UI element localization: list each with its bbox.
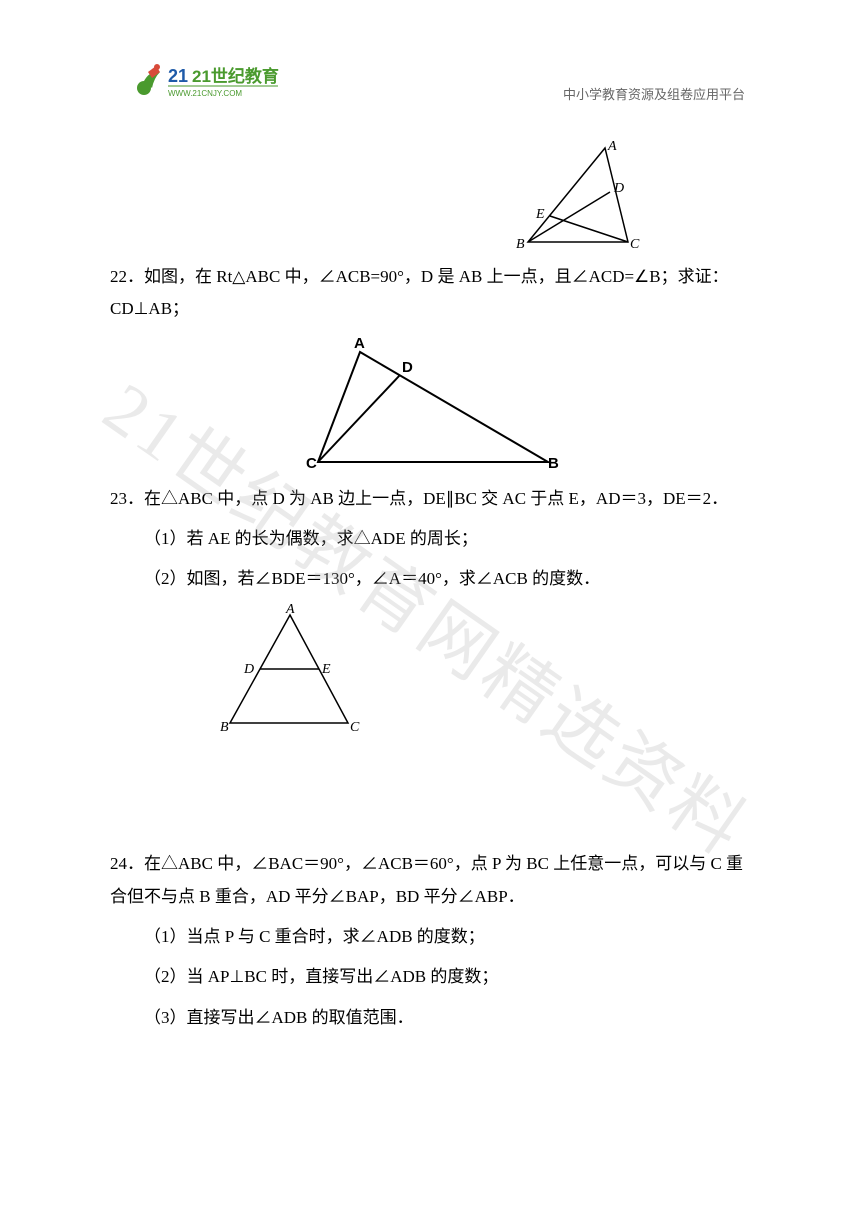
figure-23: A B C D E xyxy=(220,603,750,738)
problem-24: 24．在△ABC 中，∠BAC＝90°，∠ACB＝60°，点 P 为 BC 上任… xyxy=(110,848,750,913)
problem-24-sub1: （1）当点 P 与 C 重合时，求∠ADB 的度数； xyxy=(110,921,750,953)
logo-svg: 21 21世纪教育 WWW.21CNJY.COM xyxy=(130,60,290,104)
page: 21 21世纪教育 WWW.21CNJY.COM 中小学教育资源及组卷应用平台 … xyxy=(0,0,860,1216)
figure-22-svg: A B C D xyxy=(300,334,560,474)
problem-24-text: 在△ABC 中，∠BAC＝90°，∠ACB＝60°，点 P 为 BC 上任意一点… xyxy=(110,854,743,905)
problem-23-num: 23． xyxy=(110,489,144,508)
figure-21-svg: A B C D E xyxy=(510,140,640,250)
header-platform-text: 中小学教育资源及组卷应用平台 xyxy=(563,84,745,103)
fig23-label-B: B xyxy=(220,720,229,733)
fig21-label-D: D xyxy=(613,181,624,196)
problem-23: 23．在△ABC 中，点 D 为 AB 边上一点，DE∥BC 交 AC 于点 E… xyxy=(110,483,750,515)
logo-21: 21 xyxy=(168,66,188,86)
spacer xyxy=(110,778,750,848)
fig22-label-C: C xyxy=(306,455,317,472)
fig23-label-E: E xyxy=(321,662,331,677)
fig22-label-A: A xyxy=(354,335,365,352)
fig21-label-B: B xyxy=(516,237,525,250)
fig21-label-C: C xyxy=(630,237,640,250)
fig22-label-B: B xyxy=(548,455,559,472)
problem-23-text: 在△ABC 中，点 D 为 AB 边上一点，DE∥BC 交 AC 于点 E，AD… xyxy=(144,489,728,508)
problem-23-sub2: （2）如图，若∠BDE＝130°，∠A＝40°，求∠ACB 的度数． xyxy=(110,563,750,595)
problem-24-sub3: （3）直接写出∠ADB 的取值范围． xyxy=(110,1002,750,1034)
fig22-label-D: D xyxy=(402,359,413,376)
figure-21: A B C D E xyxy=(110,140,640,255)
logo: 21 21世纪教育 WWW.21CNJY.COM xyxy=(130,60,290,104)
problem-24-num: 24． xyxy=(110,854,144,873)
logo-url: WWW.21CNJY.COM xyxy=(168,89,242,98)
figure-23-svg: A B C D E xyxy=(220,603,380,733)
fig23-label-D: D xyxy=(243,662,254,677)
fig23-label-A: A xyxy=(285,603,295,617)
problem-22-text: 如图，在 Rt△ABC 中，∠ACB=90°，D 是 AB 上一点，且∠ACD=… xyxy=(110,267,729,318)
content: A B C D E 22．如图，在 Rt△ABC 中，∠ACB=90°，D 是 … xyxy=(110,140,750,1034)
figure-22: A B C D xyxy=(110,334,750,479)
fig21-label-A: A xyxy=(607,140,617,154)
fig23-label-C: C xyxy=(350,720,360,733)
fig21-label-E: E xyxy=(535,207,545,222)
problem-22-num: 22． xyxy=(110,267,144,286)
problem-24-sub2: （2）当 AP⊥BC 时，直接写出∠ADB 的度数； xyxy=(110,961,750,993)
problem-23-sub1: （1）若 AE 的长为偶数，求△ADE 的周长； xyxy=(110,523,750,555)
logo-text: 21世纪教育 xyxy=(192,66,279,86)
problem-22: 22．如图，在 Rt△ABC 中，∠ACB=90°，D 是 AB 上一点，且∠A… xyxy=(110,261,750,326)
